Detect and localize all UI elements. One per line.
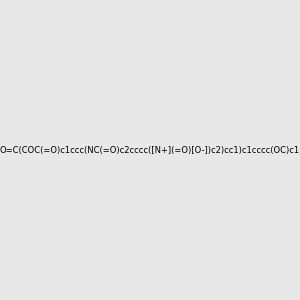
- Text: O=C(COC(=O)c1ccc(NC(=O)c2cccc([N+](=O)[O-])c2)cc1)c1cccc(OC)c1: O=C(COC(=O)c1ccc(NC(=O)c2cccc([N+](=O)[O…: [0, 146, 300, 154]
